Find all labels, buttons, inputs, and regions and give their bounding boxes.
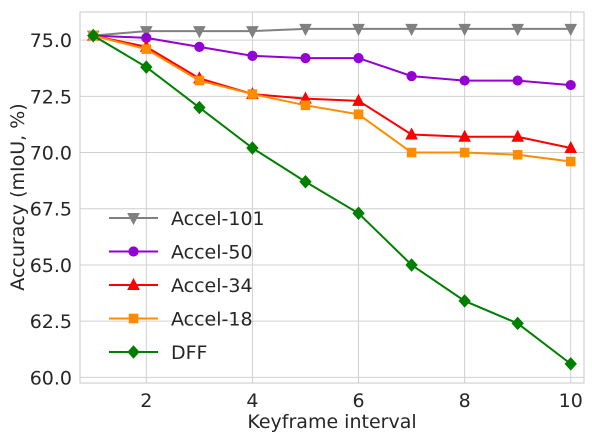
grid-lines <box>80 12 584 383</box>
x-tick-label: 6 <box>352 390 364 412</box>
data-point <box>353 52 364 64</box>
legend-label: Accel-18 <box>171 309 253 331</box>
data-point <box>512 75 523 86</box>
legend: Accel-101 Accel-50 Accel-34 Accel-18 DFF <box>109 208 265 364</box>
x-tick-label: 2 <box>140 390 152 412</box>
data-point <box>511 129 525 142</box>
data-point <box>352 23 365 36</box>
data-point <box>139 26 153 39</box>
data-point <box>405 127 418 140</box>
data-point <box>565 79 576 91</box>
data-point <box>352 206 365 220</box>
data-point <box>564 357 577 371</box>
data-point <box>300 52 311 64</box>
series-line <box>93 34 571 150</box>
data-point <box>564 23 578 36</box>
legend-label: Accel-50 <box>171 242 253 264</box>
data-point <box>140 60 153 74</box>
series-group <box>86 23 578 371</box>
data-point <box>193 100 206 115</box>
data-point <box>300 100 311 111</box>
data-point <box>458 294 471 308</box>
data-point <box>565 156 576 167</box>
legend-item: Accel-101 <box>109 208 265 230</box>
legend-item: Accel-18 <box>109 309 253 331</box>
data-point <box>352 93 365 106</box>
data-point <box>247 89 258 99</box>
data-point <box>194 75 205 86</box>
legend-marker <box>128 313 139 324</box>
y-tick-label: 75.0 <box>30 30 72 52</box>
legend-label: DFF <box>171 342 208 364</box>
legend-marker <box>127 277 140 290</box>
data-point <box>141 44 152 54</box>
data-point <box>458 23 471 36</box>
x-tick-labels: 2 4 6 8 10 <box>140 390 583 412</box>
data-point <box>247 50 258 61</box>
y-tick-label: 72.5 <box>30 86 72 108</box>
y-tick-label: 60.0 <box>30 367 72 389</box>
legend-item: DFF <box>109 342 208 364</box>
data-point <box>512 149 523 160</box>
y-tick-label: 70.0 <box>30 143 72 165</box>
data-point <box>511 23 525 36</box>
data-point <box>193 26 206 39</box>
data-point <box>406 147 417 158</box>
y-tick-labels: 60.0 62.5 65.0 67.5 70.0 72.5 75.0 <box>30 30 72 389</box>
data-point <box>459 147 470 158</box>
x-tick-label: 4 <box>246 390 258 412</box>
legend-marker <box>127 345 140 359</box>
data-point <box>246 26 259 39</box>
data-point <box>353 109 364 120</box>
legend-label: Accel-34 <box>171 275 253 297</box>
data-point <box>405 23 418 36</box>
legend-item: Accel-50 <box>109 242 253 264</box>
y-tick-label: 67.5 <box>30 199 72 221</box>
y-axis-label: Accuracy (mIoU, %) <box>7 103 29 290</box>
data-point <box>246 141 259 155</box>
series-line <box>92 34 572 365</box>
data-point <box>87 28 100 43</box>
legend-marker <box>128 246 139 257</box>
data-point <box>458 129 471 142</box>
x-tick-label: 8 <box>459 390 471 412</box>
y-tick-label: 65.0 <box>30 255 72 277</box>
series-line <box>93 34 571 163</box>
x-axis-label: Keyframe interval <box>247 411 416 433</box>
x-tick-label: 10 <box>559 390 583 412</box>
legend-item: Accel-34 <box>109 275 253 297</box>
data-point <box>299 23 312 36</box>
y-tick-label: 62.5 <box>30 311 72 333</box>
legend-marker <box>127 213 140 226</box>
data-point <box>511 316 524 331</box>
data-point <box>564 140 578 154</box>
series-line <box>93 27 571 37</box>
series-4 <box>87 28 577 371</box>
data-point <box>299 175 312 189</box>
legend-label: Accel-101 <box>171 208 265 230</box>
data-point <box>459 75 470 86</box>
series-line <box>93 34 571 87</box>
plot-frame <box>79 11 585 384</box>
data-point <box>406 70 417 82</box>
data-point <box>194 41 205 52</box>
data-point <box>405 258 418 272</box>
